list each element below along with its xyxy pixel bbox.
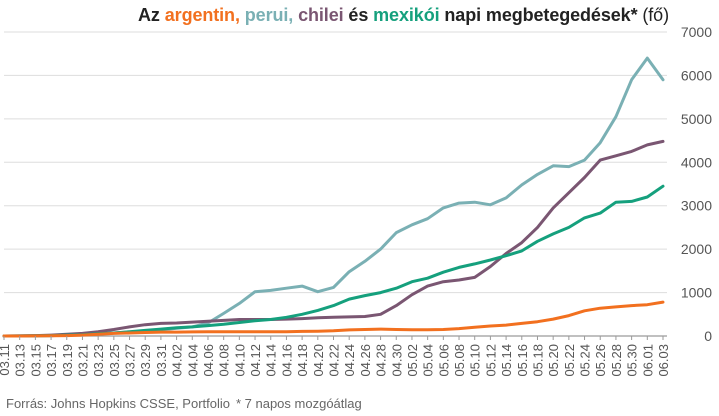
x-tick-label: 03.11 [0, 344, 12, 376]
x-tick-label: 04.08 [217, 344, 232, 377]
x-tick-label: 05.18 [530, 344, 545, 377]
x-tick-label: 05.10 [468, 344, 483, 377]
x-tick-label: 05.08 [452, 344, 467, 377]
x-tick-label: 05.02 [405, 344, 420, 377]
title-peru: perui, [244, 5, 294, 25]
x-tick-label: 04.04 [185, 344, 200, 377]
y-axis-ticks: 0 1000 2000 3000 4000 5000 6000 7000 [681, 24, 712, 344]
y-tick-label: 5000 [681, 111, 712, 127]
chart-title: Az argentin, perui, chilei és mexikói na… [138, 5, 669, 26]
y-tick-label: 4000 [681, 154, 712, 170]
x-tick-label: 06.03 [656, 344, 671, 377]
x-tick-label: 03.21 [75, 344, 90, 377]
title-mexico: mexikói [373, 5, 440, 25]
x-tick-label: 03.15 [28, 344, 43, 377]
x-tick-label: 05.12 [483, 344, 498, 377]
x-tick-label: 04.02 [170, 344, 185, 377]
title-prefix: Az [138, 5, 160, 25]
series-line-argentina [2, 300, 665, 338]
x-tick-label: 03.27 [123, 344, 138, 377]
x-tick-label: 03.25 [107, 344, 122, 377]
x-tick-label: 03.13 [13, 344, 28, 377]
y-tick-label: 0 [704, 328, 712, 344]
title-suffix: napi megbetegedések* [444, 5, 638, 25]
x-tick-label: 05.22 [562, 344, 577, 377]
footnote-text: * 7 napos mozgóátlag [235, 396, 362, 411]
x-tick-label: 05.14 [499, 344, 514, 377]
y-tick-label: 3000 [681, 198, 712, 214]
x-tick-label: 05.16 [515, 344, 530, 377]
x-tick-label: 03.23 [91, 344, 106, 377]
x-tick-label: 05.28 [609, 344, 624, 377]
x-tick-label: 05.06 [436, 344, 451, 377]
x-tick-label: 03.31 [154, 344, 169, 377]
x-tick-label: 05.30 [625, 344, 640, 377]
x-tick-label: 04.06 [201, 344, 216, 377]
x-tick-label: 04.16 [279, 344, 294, 377]
x-tick-label: 04.30 [389, 344, 404, 377]
x-tick-label: 04.26 [358, 344, 373, 377]
x-tick-label: 04.12 [248, 344, 263, 377]
title-argentina: argentin, [164, 5, 240, 25]
x-tick-label: 04.10 [232, 344, 247, 377]
x-tick-label: 04.22 [327, 344, 342, 377]
title-unit: (fő) [642, 5, 669, 25]
x-tick-label: 06.01 [640, 344, 655, 377]
x-tick-label: 03.17 [44, 344, 59, 377]
y-tick-label: 2000 [681, 241, 712, 257]
source-text: Forrás: Johns Hopkins CSSE, Portfolio [6, 396, 230, 411]
title-chile: chilei [298, 5, 344, 25]
x-tick-label: 04.18 [295, 344, 310, 377]
x-tick-label: 05.04 [421, 344, 436, 377]
series-line-mexico [2, 184, 665, 338]
x-tick-label: 04.20 [311, 344, 326, 377]
y-tick-label: 7000 [681, 24, 712, 40]
x-tick-label: 04.28 [374, 344, 389, 377]
x-tick-label: 05.20 [546, 344, 561, 377]
x-tick-label: 03.29 [138, 344, 153, 377]
series-lines [2, 56, 665, 338]
y-tick-label: 6000 [681, 67, 712, 83]
grid-lines [4, 31, 667, 337]
title-conjunction: és [348, 5, 369, 25]
x-tick-label: 05.24 [578, 344, 593, 377]
source-note: Forrás: Johns Hopkins CSSE, Portfolio * 7… [6, 396, 368, 411]
x-tick-label: 04.24 [342, 344, 357, 377]
x-tick-label: 04.14 [264, 344, 279, 377]
x-tick-label: 05.26 [593, 344, 608, 377]
x-tick-label: 03.19 [60, 344, 75, 377]
series-line-chile [2, 139, 665, 338]
x-axis-ticks: 03.11 03.13 03.15 03.17 03.19 03.21 03.23 03.25… [0, 336, 671, 377]
y-tick-label: 1000 [681, 285, 712, 301]
